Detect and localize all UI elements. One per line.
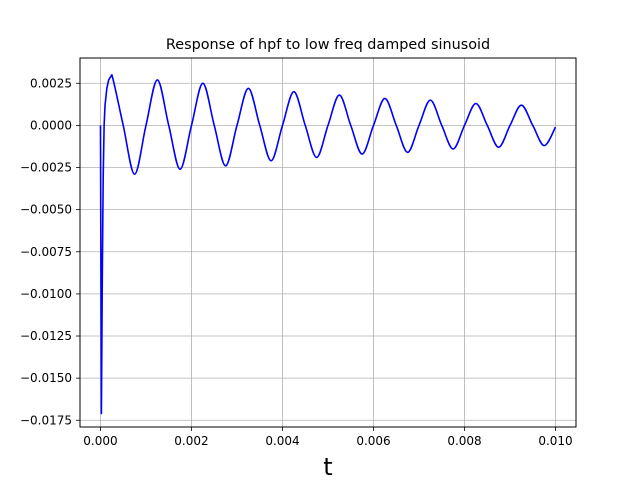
y-tick-label: −0.0100 [20, 287, 72, 301]
chart-title: Response of hpf to low freq damped sinus… [166, 37, 490, 53]
x-tick-label: 0.008 [447, 434, 481, 448]
y-tick-label: −0.0075 [20, 245, 72, 259]
x-tick-label: 0.002 [174, 434, 208, 448]
y-tick-label: 0.0025 [30, 76, 72, 90]
x-tick-label: 0.000 [83, 434, 117, 448]
grid [80, 58, 576, 427]
y-tick-label: −0.0025 [20, 161, 72, 175]
y-tick-label: −0.0150 [20, 371, 72, 385]
series-line-0 [99, 74, 557, 415]
x-tick-label: 0.006 [356, 434, 390, 448]
x-tick-label: 0.010 [538, 434, 572, 448]
x-tick-label: 0.004 [265, 434, 299, 448]
y-tick-label: −0.0125 [20, 329, 72, 343]
axes-frame [79, 57, 577, 428]
ticks: 0.000 0.002 0.004 0.006 0.008 0.010 0.0025 0.00… [20, 76, 573, 448]
x-axis-label: t [323, 453, 332, 480]
series-layer [99, 74, 557, 415]
y-tick-label: −0.0050 [20, 203, 72, 217]
y-tick-label: −0.0175 [20, 413, 72, 427]
y-tick-label: 0.0000 [30, 118, 72, 132]
